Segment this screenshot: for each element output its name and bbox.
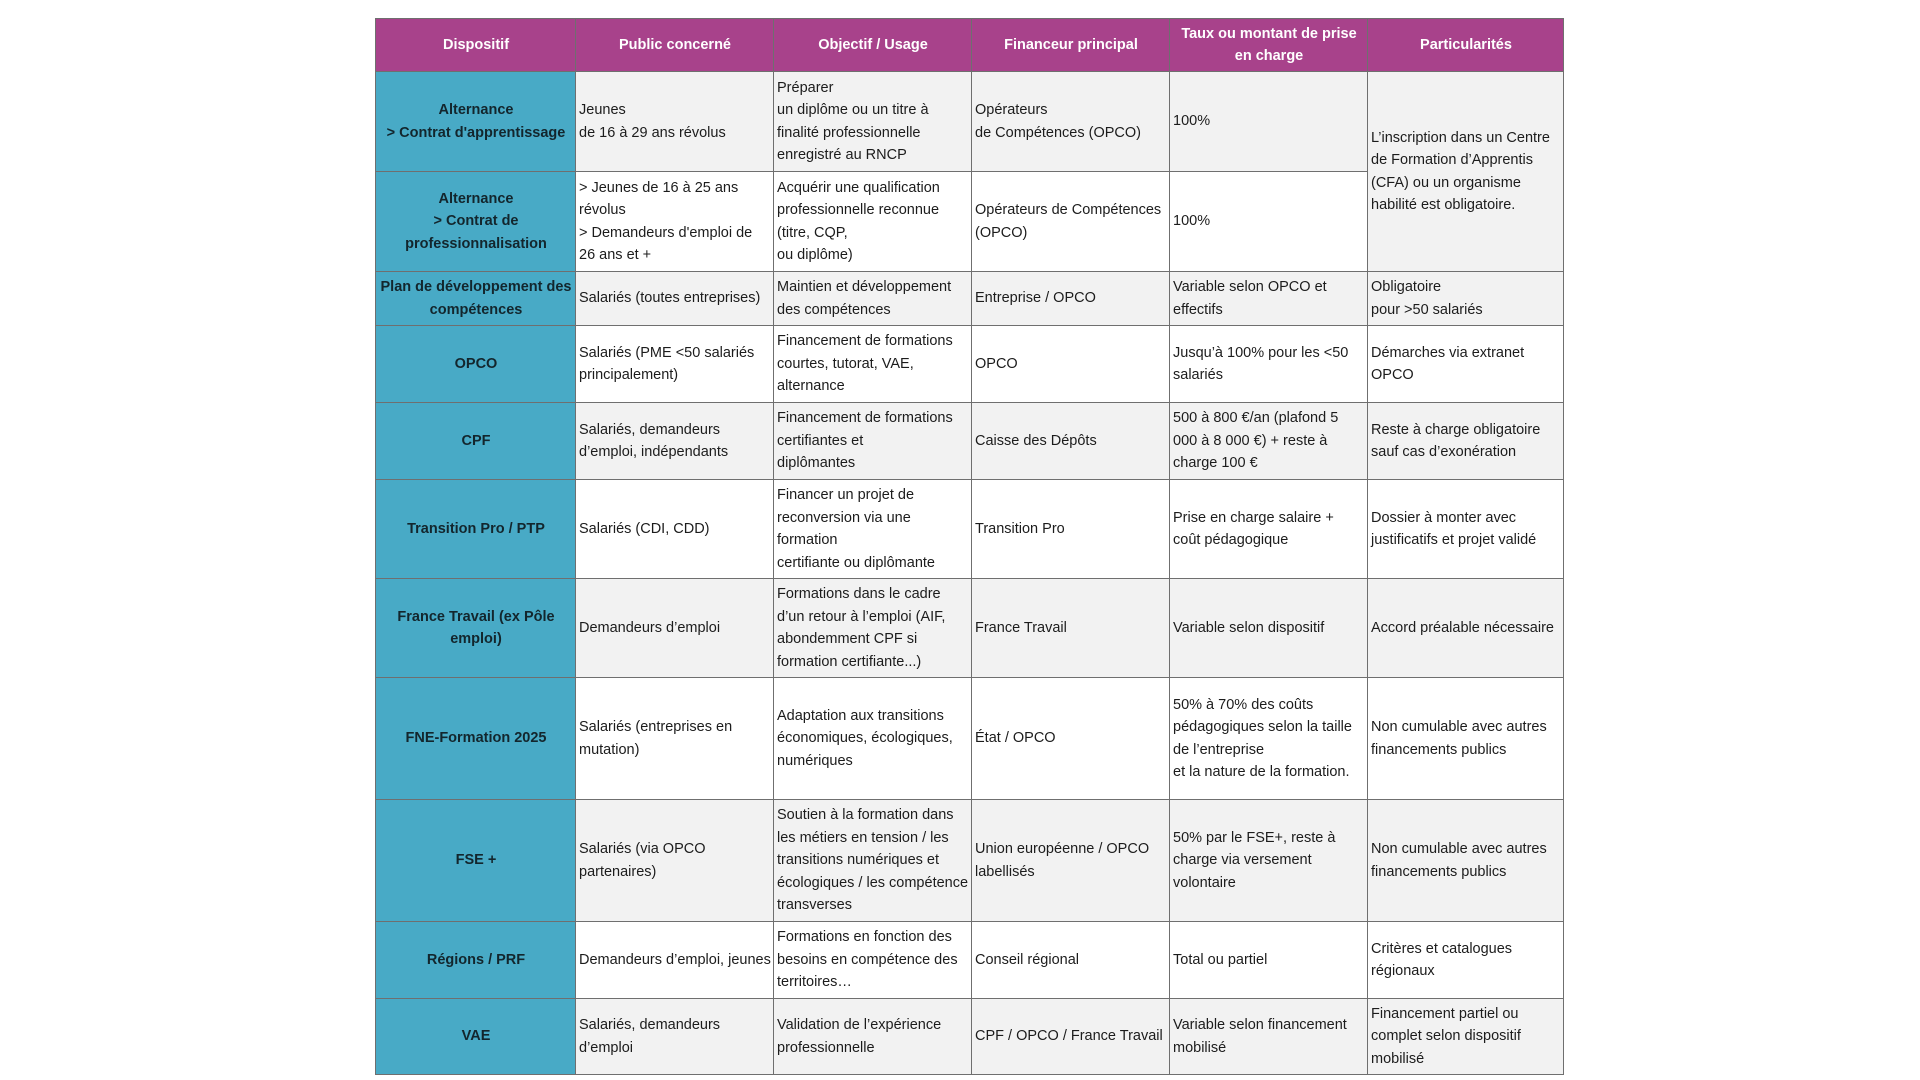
header-financeur: Financeur principal (971, 18, 1170, 72)
table-header: Dispositif Public concerné Objectif / Us… (375, 18, 1564, 72)
cell-public: Salariés (entreprises en mutation) (575, 677, 774, 800)
table-row: Alternance > Contrat de professionnalisa… (375, 171, 1564, 272)
cell-financeur: CPF / OPCO / France Travail (971, 998, 1170, 1075)
cell-financeur: Entreprise / OPCO (971, 271, 1170, 326)
cell-dispositif: FSE + (375, 799, 576, 922)
cell-financeur: France Travail (971, 578, 1170, 678)
cell-financeur: Conseil régional (971, 921, 1170, 999)
table-row: Régions / PRF Demandeurs d’emploi, jeune… (375, 921, 1564, 999)
cell-financeur: Transition Pro (971, 479, 1170, 579)
table-row: CPF Salariés, demandeurs d’emploi, indép… (375, 402, 1564, 480)
cell-dispositif: Alternance > Contrat de professionnalisa… (375, 171, 576, 272)
cell-public: Salariés, demandeurs d’emploi, indépenda… (575, 402, 774, 480)
cell-taux: 100% (1169, 71, 1368, 172)
header-row: Dispositif Public concerné Objectif / Us… (375, 18, 1564, 72)
cell-objectif: Financement de formations courtes, tutor… (773, 325, 972, 403)
header-taux: Taux ou montant de prise en charge (1169, 18, 1368, 72)
table-row: FSE + Salariés (via OPCO partenaires) So… (375, 799, 1564, 922)
cell-particularites: Dossier à monter avec justificatifs et p… (1367, 479, 1564, 579)
table-row: FNE-Formation 2025 Salariés (entreprises… (375, 677, 1564, 800)
cell-dispositif: OPCO (375, 325, 576, 403)
cell-objectif: Formations dans le cadre d’un retour à l… (773, 578, 972, 678)
cell-financeur: Opérateurs de Compétences (OPCO) (971, 171, 1170, 272)
cell-public: Salariés (toutes entreprises) (575, 271, 774, 326)
header-objectif: Objectif / Usage (773, 18, 972, 72)
cell-public: Salariés, demandeurs d’emploi (575, 998, 774, 1075)
cell-particularites: Non cumulable avec autres financements p… (1367, 799, 1564, 922)
cell-financeur: Opérateurs de Compétences (OPCO) (971, 71, 1170, 172)
cell-particularites: Reste à charge obligatoire sauf cas d’ex… (1367, 402, 1564, 480)
cell-financeur: Union européenne / OPCO labellisés (971, 799, 1170, 922)
cell-public: Demandeurs d’emploi, jeunes (575, 921, 774, 999)
cell-financeur: État / OPCO (971, 677, 1170, 800)
cell-particularites: Financement partiel ou complet selon dis… (1367, 998, 1564, 1075)
cell-dispositif: Plan de développement des compétences (375, 271, 576, 326)
cell-taux: Variable selon OPCO et effectifs (1169, 271, 1368, 326)
cell-dispositif: France Travail (ex Pôle emploi) (375, 578, 576, 678)
cell-objectif: Soutien à la formation dans les métiers … (773, 799, 972, 922)
table-row: Alternance > Contrat d'apprentissage Jeu… (375, 71, 1564, 272)
cell-particularites: Non cumulable avec autres financements p… (1367, 677, 1564, 800)
cell-taux: Prise en charge salaire + coût pédagogiq… (1169, 479, 1368, 579)
cell-dispositif: FNE-Formation 2025 (375, 677, 576, 800)
cell-taux: Variable selon financement mobilisé (1169, 998, 1368, 1075)
cell-public: Salariés (CDI, CDD) (575, 479, 774, 579)
cell-taux: 500 à 800 €/an (plafond 5 000 à 8 000 €)… (1169, 402, 1368, 480)
cell-dispositif: CPF (375, 402, 576, 480)
cell-objectif: Maintien et développement des compétence… (773, 271, 972, 326)
cell-financeur: OPCO (971, 325, 1170, 403)
cell-particularites: Obligatoire pour >50 salariés (1367, 271, 1564, 326)
table-row: France Travail (ex Pôle emploi) Demandeu… (375, 578, 1564, 678)
cell-particularites-merged: L’inscription dans un Centre de Formatio… (1367, 71, 1564, 272)
funding-table: Dispositif Public concerné Objectif / Us… (375, 18, 1564, 1075)
table-row: VAE Salariés, demandeurs d’emploi Valida… (375, 998, 1564, 1075)
cell-dispositif: Transition Pro / PTP (375, 479, 576, 579)
cell-taux: Variable selon dispositif (1169, 578, 1368, 678)
cell-objectif: Financer un projet de reconversion via u… (773, 479, 972, 579)
cell-particularites: Accord préalable nécessaire (1367, 578, 1564, 678)
cell-particularites: Critères et catalogues régionaux (1367, 921, 1564, 999)
header-public: Public concerné (575, 18, 774, 72)
cell-objectif: Adaptation aux transitions économiques, … (773, 677, 972, 800)
cell-taux: 100% (1169, 171, 1368, 272)
cell-taux: Total ou partiel (1169, 921, 1368, 999)
cell-public: Jeunes de 16 à 29 ans révolus (575, 71, 774, 172)
header-particularites: Particularités (1367, 18, 1564, 72)
cell-taux: 50% par le FSE+, reste à charge via vers… (1169, 799, 1368, 922)
cell-objectif: Formations en fonction des besoins en co… (773, 921, 972, 999)
cell-taux: Jusqu’à 100% pour les <50 salariés (1169, 325, 1368, 403)
cell-public: Salariés (PME <50 salariés principalemen… (575, 325, 774, 403)
cell-objectif: Acquérir une qualification professionnel… (773, 171, 972, 272)
table-body: Alternance > Contrat d'apprentissage Jeu… (375, 71, 1564, 1075)
cell-objectif: Financement de formations certifiantes e… (773, 402, 972, 480)
table-row: Transition Pro / PTP Salariés (CDI, CDD)… (375, 479, 1564, 579)
cell-public: Salariés (via OPCO partenaires) (575, 799, 774, 922)
cell-public: > Jeunes de 16 à 25 ans révolus > Demand… (575, 171, 774, 272)
header-dispositif: Dispositif (375, 18, 576, 72)
table-row: OPCO Salariés (PME <50 salariés principa… (375, 325, 1564, 403)
table-row: Plan de développement des compétences Sa… (375, 271, 1564, 326)
cell-objectif: Préparer un diplôme ou un titre à finali… (773, 71, 972, 172)
cell-public: Demandeurs d’emploi (575, 578, 774, 678)
cell-financeur: Caisse des Dépôts (971, 402, 1170, 480)
cell-dispositif: Régions / PRF (375, 921, 576, 999)
cell-particularites: Démarches via extranet OPCO (1367, 325, 1564, 403)
cell-dispositif: VAE (375, 998, 576, 1075)
cell-taux: 50% à 70% des coûts pédagogiques selon l… (1169, 677, 1368, 800)
cell-dispositif: Alternance > Contrat d'apprentissage (375, 71, 576, 172)
cell-objectif: Validation de l’expérience professionnel… (773, 998, 972, 1075)
